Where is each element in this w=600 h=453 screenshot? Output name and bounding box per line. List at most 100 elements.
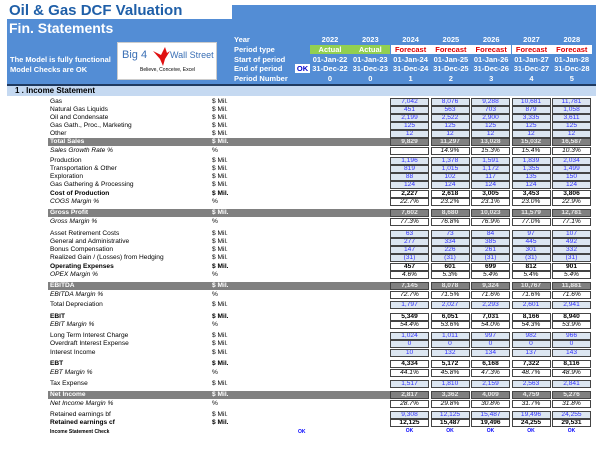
cell-2028[interactable]: 10.3%: [552, 147, 591, 155]
cell-2025[interactable]: 5,172: [430, 360, 470, 368]
cell-2025[interactable]: 12: [430, 130, 470, 138]
cell-2024[interactable]: 9,308: [390, 411, 429, 419]
cell-2027[interactable]: 12: [511, 130, 551, 138]
cell-2026[interactable]: 9,324: [471, 282, 510, 290]
cell-2027[interactable]: 2,601: [511, 301, 551, 309]
cell-2027[interactable]: 11,579: [511, 209, 551, 217]
cell-2028[interactable]: 29,531: [552, 419, 591, 427]
cell-2028[interactable]: 77.1%: [552, 218, 591, 226]
cell-2027[interactable]: 3,453: [511, 190, 551, 198]
cell-2028[interactable]: 71.6%: [552, 291, 591, 299]
cell-2025[interactable]: 5.3%: [430, 271, 470, 279]
cell-2026[interactable]: 15,487: [471, 411, 510, 419]
cell-2027[interactable]: 3,335: [511, 114, 551, 122]
cell-2024[interactable]: 125: [390, 122, 429, 130]
cell-2025[interactable]: 11,297: [430, 138, 470, 146]
cell-2027[interactable]: 7,322: [511, 360, 551, 368]
cell-2028[interactable]: 11,881: [552, 282, 591, 290]
cell-2027[interactable]: 15.4%: [511, 147, 551, 155]
cell-2028[interactable]: 332: [552, 246, 591, 254]
cell-2024[interactable]: 9,829: [390, 138, 429, 146]
cell-2028[interactable]: (31): [552, 254, 591, 262]
cell-2024[interactable]: 2,199: [390, 114, 429, 122]
cell-2024[interactable]: 1,797: [390, 301, 429, 309]
cell-2028[interactable]: 0: [552, 340, 591, 348]
cell-2024[interactable]: (31): [390, 254, 429, 262]
cell-2027[interactable]: 0: [511, 340, 551, 348]
cell-2026[interactable]: 1,591: [471, 157, 510, 165]
cell-2026[interactable]: 23.1%: [471, 198, 510, 206]
cell-2028[interactable]: 143: [552, 349, 591, 357]
cell-2026[interactable]: 4,009: [471, 391, 510, 399]
cell-2028[interactable]: 124: [552, 181, 591, 189]
cell-2028[interactable]: 1,058: [552, 106, 591, 114]
cell-2026[interactable]: 84: [471, 230, 510, 238]
cell-2028[interactable]: 16,587: [552, 138, 591, 146]
cell-2027[interactable]: 135: [511, 173, 551, 181]
cell-2026[interactable]: 703: [471, 106, 510, 114]
cell-2027[interactable]: 8,166: [511, 313, 551, 321]
cell-2028[interactable]: 53.9%: [552, 321, 591, 329]
cell-2025[interactable]: 15,487: [430, 419, 470, 427]
cell-2024[interactable]: 28.7%: [390, 400, 429, 408]
cell-2026[interactable]: 6,168: [471, 360, 510, 368]
cell-2024[interactable]: 88: [390, 173, 429, 181]
cell-2027[interactable]: 2,563: [511, 380, 551, 388]
cell-2026[interactable]: 12: [471, 130, 510, 138]
cell-2028[interactable]: 492: [552, 238, 591, 246]
cell-2026[interactable]: 2,900: [471, 114, 510, 122]
cell-2024[interactable]: 277: [390, 238, 429, 246]
cell-2028[interactable]: 3,806: [552, 190, 591, 198]
cell-2028[interactable]: 3,611: [552, 114, 591, 122]
cell-2028[interactable]: 8,940: [552, 313, 591, 321]
cell-2025[interactable]: 29.8%: [430, 400, 470, 408]
cell-2024[interactable]: 819: [390, 165, 429, 173]
cell-2026[interactable]: 134: [471, 349, 510, 357]
cell-2025[interactable]: 53.6%: [430, 321, 470, 329]
cell-2027[interactable]: 97: [511, 230, 551, 238]
cell-2026[interactable]: 47.3%: [471, 369, 510, 377]
cell-2026[interactable]: 385: [471, 238, 510, 246]
cell-2026[interactable]: 54.0%: [471, 321, 510, 329]
cell-2026[interactable]: 13,028: [471, 138, 510, 146]
cell-2024[interactable]: 1,024: [390, 332, 429, 340]
cell-2026[interactable]: 3,005: [471, 190, 510, 198]
cell-2028[interactable]: 5,276: [552, 391, 591, 399]
cell-2024[interactable]: 7,145: [390, 282, 429, 290]
cell-2026[interactable]: OK: [486, 428, 495, 434]
cell-2028[interactable]: 107: [552, 230, 591, 238]
cell-2026[interactable]: 117: [471, 173, 510, 181]
cell-2027[interactable]: (31): [511, 254, 551, 262]
cell-2025[interactable]: 12,125: [430, 411, 470, 419]
cell-2026[interactable]: 699: [471, 263, 510, 271]
cell-2025[interactable]: 73: [430, 230, 470, 238]
cell-2025[interactable]: 8,078: [430, 282, 470, 290]
cell-2027[interactable]: 125: [511, 122, 551, 130]
cell-2025[interactable]: 1,015: [430, 165, 470, 173]
cell-2025[interactable]: 1,378: [430, 157, 470, 165]
cell-2025[interactable]: 1,011: [430, 332, 470, 340]
cell-2025[interactable]: 132: [430, 349, 470, 357]
cell-2027[interactable]: 19,496: [511, 411, 551, 419]
cell-2024[interactable]: 124: [390, 181, 429, 189]
section-header-income-statement[interactable]: 1 . Income Statement: [7, 86, 596, 96]
cell-2028[interactable]: 2,841: [552, 380, 591, 388]
cell-2026[interactable]: 2,293: [471, 301, 510, 309]
cell-2025[interactable]: 2,027: [430, 301, 470, 309]
cell-2026[interactable]: 261: [471, 246, 510, 254]
cell-2026[interactable]: 0: [471, 340, 510, 348]
cell-2027[interactable]: OK: [527, 428, 535, 434]
cell-2028[interactable]: 48.9%: [552, 369, 591, 377]
cell-2028[interactable]: 22.9%: [552, 198, 591, 206]
cell-2024[interactable]: [390, 147, 429, 155]
cell-2026[interactable]: 2,159: [471, 380, 510, 388]
cell-2025[interactable]: 124: [430, 181, 470, 189]
cell-2026[interactable]: 9,288: [471, 98, 510, 106]
cell-2028[interactable]: 24,255: [552, 411, 591, 419]
cell-2025[interactable]: 125: [430, 122, 470, 130]
cell-2027[interactable]: 24,255: [511, 419, 551, 427]
cell-2024[interactable]: 44.1%: [390, 369, 429, 377]
cell-2024[interactable]: 12,125: [390, 419, 429, 427]
cell-2027[interactable]: 10,681: [511, 98, 551, 106]
cell-2024[interactable]: 63: [390, 230, 429, 238]
